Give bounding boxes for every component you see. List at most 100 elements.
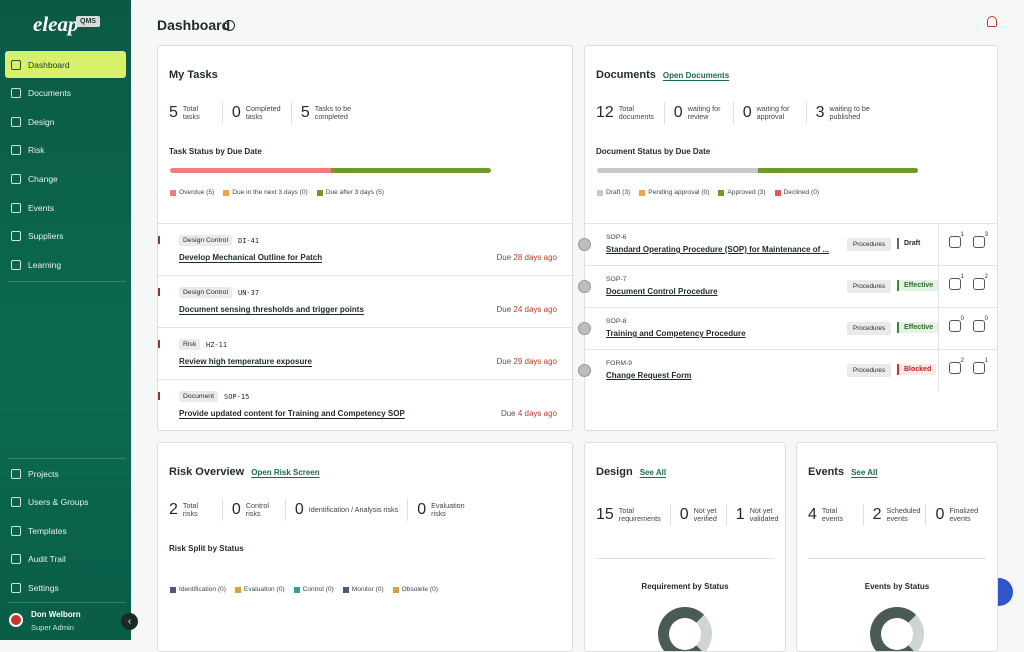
legend: Overdue (5) Due in the next 3 days (0) Due… <box>170 189 393 196</box>
stat: 0 Identification / Analysis risks <box>295 499 409 521</box>
nav-icon <box>11 173 21 184</box>
nav-item[interactable]: Users & Groups <box>5 489 126 516</box>
nav-item[interactable]: Templates <box>5 517 126 544</box>
risk-card: Risk Overview Open Risk Screen 2 Total risk… <box>157 442 573 652</box>
legend: Identification (0) Evaluation (0) Control … <box>170 586 447 593</box>
card-link[interactable]: See All <box>639 468 667 477</box>
nav-label: Change <box>28 173 58 184</box>
stat-label: Total requirements <box>618 506 661 523</box>
comments-icon[interactable]: 0 <box>973 316 988 332</box>
document-title[interactable]: Training and Competency Procedure <box>606 329 746 338</box>
stat-label: Control risks <box>245 501 269 518</box>
legend-label: Approved (3) <box>727 189 766 196</box>
stat-value: 0 <box>673 104 683 121</box>
card-link[interactable]: Open Risk Screen <box>251 468 320 477</box>
card-title-text: Design <box>596 466 633 478</box>
stat-label: Tasks to be completed <box>314 104 352 121</box>
info-icon[interactable] <box>224 20 235 31</box>
document-id: FORM-9 <box>606 360 633 367</box>
nav-label: Audit Trail <box>28 554 66 565</box>
nav-icon <box>11 202 21 213</box>
stat: 15 Total requirements <box>596 504 671 526</box>
stat: 0 Not yet verified <box>680 504 727 526</box>
stat: 0 Evaluation risks <box>417 499 480 521</box>
notification-bell[interactable] <box>987 16 997 27</box>
nav-label: Users & Groups <box>28 497 89 508</box>
document-title[interactable]: Document Control Procedure <box>606 287 718 296</box>
priority-icon <box>158 236 160 244</box>
due-prefix: Due <box>500 409 516 418</box>
stat: 2 Total risks <box>169 499 223 521</box>
legend-item: Draft (3) <box>597 189 630 196</box>
card-link[interactable]: See All <box>851 468 878 477</box>
task-row: Design Control DI-41 Develop Mechanical Ou… <box>158 223 572 275</box>
nav-item[interactable]: Documents <box>5 80 126 107</box>
comments-icon[interactable]: 3 <box>973 232 988 248</box>
nav-item[interactable]: Change <box>5 165 126 192</box>
document-id: SOP-8 <box>606 318 627 325</box>
nav-item[interactable]: Risk <box>5 137 126 164</box>
nav-item[interactable]: Events <box>5 194 126 221</box>
document-title[interactable]: Standard Operating Procedure (SOP) for M… <box>606 245 830 254</box>
stat-value: 12 <box>596 104 614 121</box>
page-title: Dashboard <box>157 17 231 33</box>
stat-value: 0 <box>679 506 689 523</box>
document-id: SOP-7 <box>606 276 627 283</box>
task-id: SOP-15 <box>224 393 250 401</box>
stat-value: 0 <box>935 506 945 523</box>
card-title-text: Documents <box>596 69 656 81</box>
owner-avatar <box>578 364 591 377</box>
user-name[interactable]: Don Welborn <box>31 610 81 619</box>
nav-label: Learning <box>28 259 62 270</box>
links-icon[interactable]: 1 <box>949 232 964 248</box>
stats: 15 Total requirements 0 Not yet verified 1 No… <box>596 504 785 526</box>
links-icon[interactable]: 1 <box>949 274 964 290</box>
task-title[interactable]: Review high temperature exposure <box>179 357 312 366</box>
legend-label: Identification (0) <box>179 586 226 593</box>
legend-label: Obsolete (0) <box>401 586 438 593</box>
count: 3 <box>984 232 988 238</box>
legend: Draft (3) Pending approval (0) Approved (3… <box>597 189 828 196</box>
legend-label: Evaluation (0) <box>243 586 285 593</box>
priority-icon <box>158 392 160 400</box>
nav-item[interactable]: Projects <box>5 460 126 487</box>
owner-avatar <box>578 280 591 293</box>
legend-item: Obsolete (0) <box>392 586 438 593</box>
task-title[interactable]: Provide updated content for Training and… <box>179 409 405 418</box>
due-prefix: Due <box>496 305 512 314</box>
document-status: Effective <box>897 280 939 291</box>
legend-swatch <box>597 189 603 196</box>
links-icon[interactable]: 2 <box>949 358 964 374</box>
user-avatar[interactable] <box>9 613 23 627</box>
card-title-text: Risk Overview <box>169 466 245 478</box>
stat-value: 1 <box>735 506 745 523</box>
nav-item[interactable]: Suppliers <box>5 223 126 250</box>
stat: 0 Completed tasks <box>232 102 292 124</box>
document-id: SOP-6 <box>606 234 627 241</box>
nav-item[interactable]: Settings <box>5 574 126 601</box>
document-title[interactable]: Change Request Form <box>606 371 692 380</box>
comments-icon[interactable]: 2 <box>973 274 988 290</box>
nav-item[interactable]: Audit Trail <box>5 546 126 573</box>
comments-icon[interactable]: 1 <box>973 358 988 374</box>
bar-segment <box>597 168 758 173</box>
task-row: Risk HZ-11 Review high temperature exposur… <box>158 327 572 379</box>
nav-item[interactable]: Design <box>5 108 126 135</box>
links-icon[interactable]: 0 <box>949 316 964 332</box>
task-due: Due 29 days ago <box>496 357 557 366</box>
logo[interactable]: eleap <box>33 12 79 36</box>
task-title[interactable]: Develop Mechanical Outline for Patch <box>179 253 323 262</box>
nav-label: Dashboard <box>28 59 70 70</box>
document-category: Procedures <box>847 364 892 377</box>
nav-item[interactable]: Learning <box>5 251 126 278</box>
owner-avatar <box>578 322 591 335</box>
section-title: Task Status by Due Date <box>169 147 262 156</box>
due-date: 28 days ago <box>513 253 557 262</box>
card-link[interactable]: Open Documents <box>662 71 730 80</box>
task-title[interactable]: Document sensing thresholds and trigger … <box>179 305 364 314</box>
stat: 5 Tasks to be completed <box>301 102 379 124</box>
stat-label: waiting for review <box>687 104 721 121</box>
nav-item[interactable]: Dashboard <box>5 51 126 78</box>
due-date: 4 days ago <box>517 409 557 418</box>
collapse-button[interactable]: ‹ <box>121 613 138 630</box>
